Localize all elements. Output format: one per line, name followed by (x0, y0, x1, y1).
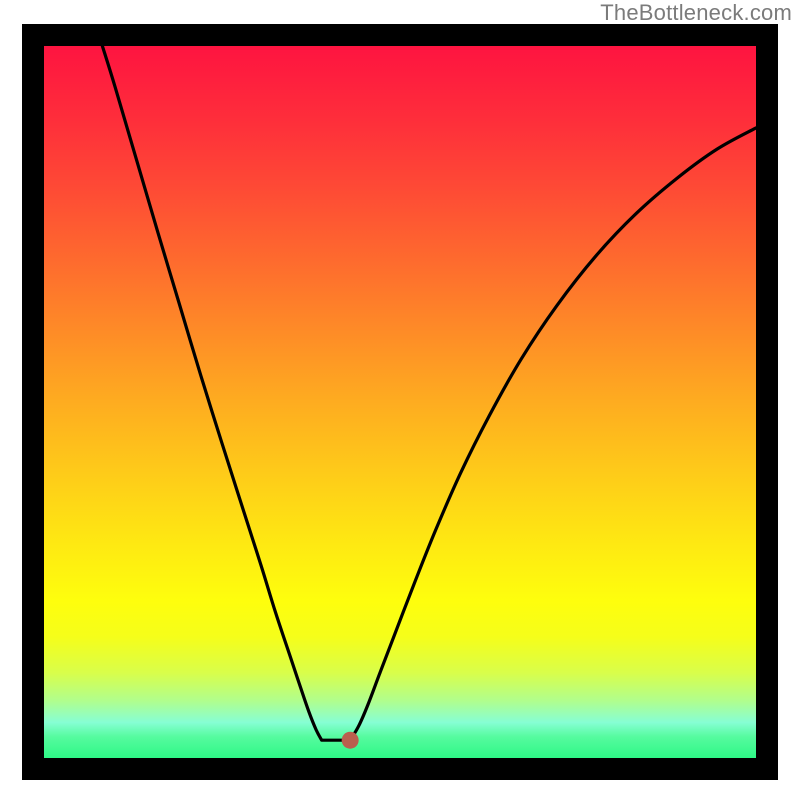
watermark-text: TheBottleneck.com (600, 0, 792, 26)
gradient-background (44, 46, 756, 758)
optimal-point-marker (342, 732, 359, 749)
bottleneck-chart-canvas (0, 0, 800, 800)
